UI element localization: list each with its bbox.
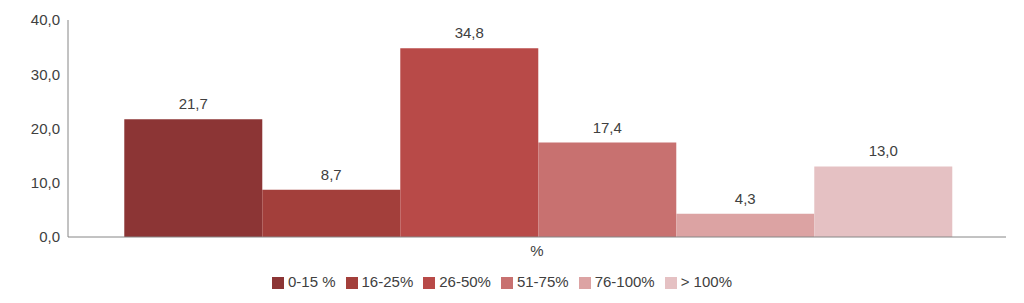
html-text:76-100%: 76-100% [594, 273, 655, 290]
html-text:> 100%: > 100% [680, 273, 732, 290]
html-text:51-75%: 51-75% [516, 273, 569, 290]
svg-text:13,0: 13,0 [869, 142, 898, 159]
svg-text:34,8: 34,8 [455, 24, 484, 41]
svg-text:20,0: 20,0 [31, 120, 60, 137]
svg-text:30,0: 30,0 [31, 66, 60, 83]
svg-text:21,7: 21,7 [179, 95, 208, 112]
svg-text:8,7: 8,7 [321, 166, 342, 183]
svg-text:%: % [530, 242, 543, 259]
html-text:0-15 %: 0-15 % [288, 273, 336, 290]
svg-text:40,0: 40,0 [31, 11, 60, 28]
html-text:26-50%: 26-50% [439, 273, 491, 290]
svg-text:4,3: 4,3 [735, 190, 756, 207]
svg-text:17,4: 17,4 [593, 119, 622, 136]
svg-text:10,0: 10,0 [31, 174, 60, 191]
html-text:16-25%: 16-25% [361, 273, 414, 290]
svg-text:0,0: 0,0 [39, 228, 60, 245]
